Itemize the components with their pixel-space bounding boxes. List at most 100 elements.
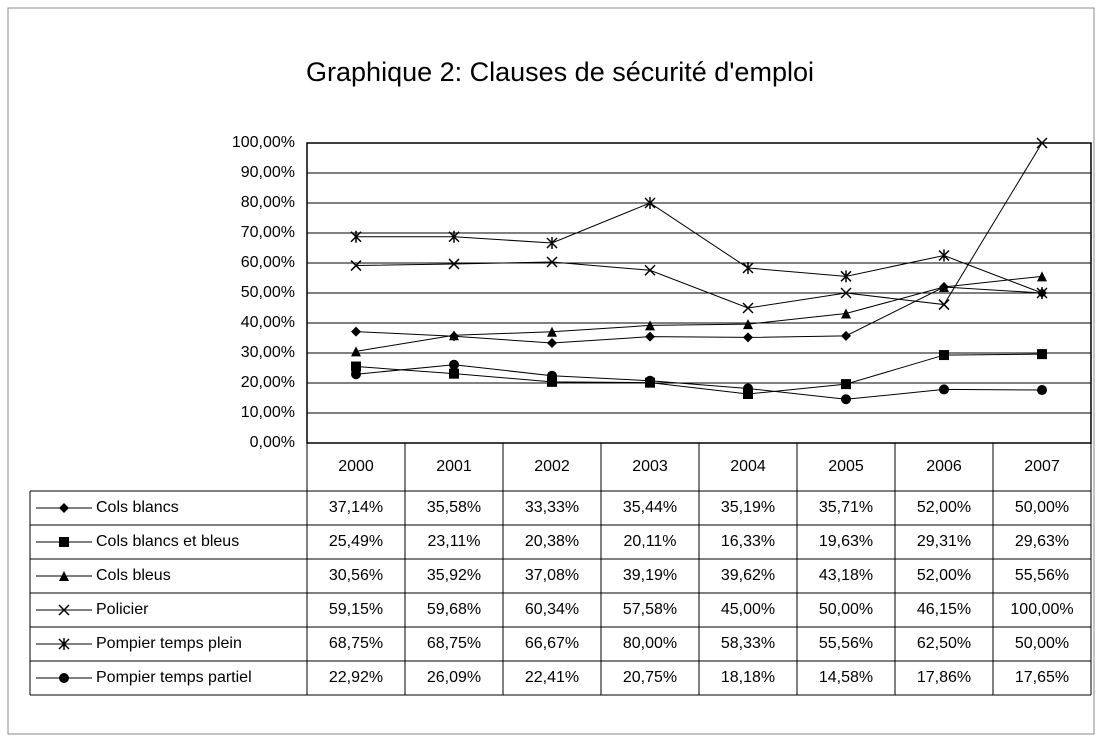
marker bbox=[938, 299, 950, 311]
y-tick-label: 90,00% bbox=[241, 164, 295, 181]
marker bbox=[644, 264, 656, 276]
table-cell: 35,58% bbox=[427, 499, 481, 516]
marker bbox=[644, 197, 656, 209]
x-tick-label: 2005 bbox=[828, 458, 864, 475]
table-cell: 16,33% bbox=[721, 533, 775, 550]
legend-marker bbox=[59, 571, 69, 581]
table-cell: 80,00% bbox=[623, 635, 677, 652]
table-cell: 45,00% bbox=[721, 601, 775, 618]
y-tick-label: 70,00% bbox=[241, 224, 295, 241]
table-cell: 68,75% bbox=[329, 635, 383, 652]
marker bbox=[939, 384, 949, 395]
x-tick-label: 2004 bbox=[730, 458, 766, 475]
table-cell: 22,92% bbox=[329, 669, 383, 686]
legend-label: Pompier temps plein bbox=[96, 635, 242, 652]
marker bbox=[841, 330, 851, 341]
marker bbox=[547, 338, 557, 349]
marker bbox=[449, 330, 459, 341]
table-cell: 20,38% bbox=[525, 533, 579, 550]
legend-label: Pompier temps partiel bbox=[96, 669, 252, 686]
marker bbox=[742, 302, 754, 314]
table-cell: 55,56% bbox=[1015, 567, 1069, 584]
table-cell: 52,00% bbox=[917, 567, 971, 584]
x-tick-label: 2003 bbox=[632, 458, 668, 475]
marker bbox=[939, 282, 949, 292]
marker bbox=[841, 394, 851, 405]
marker bbox=[351, 326, 361, 337]
table-cell: 20,11% bbox=[623, 533, 676, 550]
marker bbox=[841, 379, 851, 390]
marker bbox=[546, 256, 558, 268]
legend-marker bbox=[59, 503, 69, 513]
table-cell: 22,41% bbox=[525, 669, 579, 686]
legend-marker bbox=[58, 604, 70, 616]
x-tick-label: 2006 bbox=[926, 458, 962, 475]
table-cell: 29,31% bbox=[917, 533, 971, 550]
table-cell: 50,00% bbox=[819, 601, 873, 618]
marker bbox=[448, 230, 460, 243]
legend-label: Cols blancs et bleus bbox=[96, 533, 239, 550]
marker bbox=[939, 350, 949, 361]
legend-marker bbox=[59, 537, 69, 547]
table-cell: 23,11% bbox=[427, 533, 480, 550]
marker bbox=[449, 359, 459, 370]
table-cell: 43,18% bbox=[819, 567, 873, 584]
table-cell: 55,56% bbox=[819, 635, 873, 652]
marker bbox=[351, 346, 361, 357]
legend-marker bbox=[58, 638, 70, 650]
table-cell: 14,58% bbox=[819, 669, 873, 686]
marker bbox=[841, 308, 851, 319]
legend-label: Cols bleus bbox=[96, 567, 171, 584]
table-cell: 33,33% bbox=[525, 499, 579, 516]
y-tick-label: 40,00% bbox=[241, 314, 295, 331]
marker bbox=[743, 383, 753, 394]
table-cell: 39,19% bbox=[623, 567, 677, 584]
marker bbox=[350, 230, 362, 243]
y-tick-label: 50,00% bbox=[241, 284, 295, 301]
marker bbox=[743, 332, 753, 343]
y-tick-label: 100,00% bbox=[232, 134, 295, 151]
chart-title: Graphique 2: Clauses de sécurité d'emplo… bbox=[306, 57, 814, 87]
table-cell: 58,33% bbox=[721, 635, 775, 652]
table-cell: 18,18% bbox=[721, 669, 775, 686]
marker bbox=[1036, 137, 1048, 149]
marker bbox=[645, 320, 655, 331]
table-cell: 100,00% bbox=[1010, 601, 1073, 618]
x-tick-label: 2002 bbox=[534, 458, 570, 475]
marker bbox=[645, 375, 655, 386]
table-cell: 46,15% bbox=[917, 601, 971, 618]
marker bbox=[547, 326, 557, 337]
table-cell: 35,71% bbox=[819, 499, 873, 516]
legend-label: Cols blancs bbox=[96, 499, 179, 516]
table-cell: 50,00% bbox=[1015, 499, 1069, 516]
marker bbox=[1036, 287, 1048, 299]
x-tick-label: 2007 bbox=[1024, 458, 1060, 475]
table-cell: 19,63% bbox=[819, 533, 873, 550]
table-cell: 37,14% bbox=[329, 499, 383, 516]
marker bbox=[840, 287, 852, 299]
table-cell: 68,75% bbox=[427, 635, 481, 652]
table-cell: 39,62% bbox=[721, 567, 775, 584]
table-cell: 20,75% bbox=[623, 669, 677, 686]
marker bbox=[1037, 349, 1047, 360]
table-cell: 60,34% bbox=[525, 601, 579, 618]
marker bbox=[743, 389, 753, 400]
x-tick-label: 2001 bbox=[436, 458, 472, 475]
table-cell: 26,09% bbox=[427, 669, 481, 686]
series-line bbox=[355, 286, 1043, 344]
table-cell: 30,56% bbox=[329, 567, 383, 584]
y-tick-label: 30,00% bbox=[241, 344, 295, 361]
y-tick-label: 20,00% bbox=[241, 374, 295, 391]
table-cell: 59,15% bbox=[329, 601, 383, 618]
table-cell: 59,68% bbox=[427, 601, 481, 618]
table-cell: 29,63% bbox=[1015, 533, 1069, 550]
y-tick-label: 80,00% bbox=[241, 194, 295, 211]
table-cell: 35,92% bbox=[427, 567, 481, 584]
table-cell: 52,00% bbox=[917, 499, 971, 516]
table-cell: 37,08% bbox=[525, 567, 579, 584]
x-tick-label: 2000 bbox=[338, 458, 374, 475]
table-cell: 35,19% bbox=[721, 499, 775, 516]
marker bbox=[1037, 385, 1047, 396]
marker bbox=[840, 270, 852, 283]
